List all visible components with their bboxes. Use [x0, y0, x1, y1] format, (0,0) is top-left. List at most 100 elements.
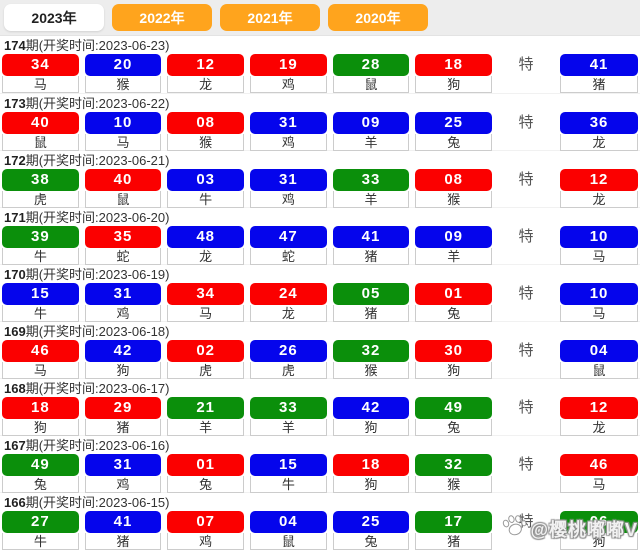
ball-zodiac: 牛: [2, 248, 79, 265]
ball-number: 01: [167, 454, 245, 476]
ball-cell: 34 马: [2, 54, 79, 93]
ball-number: 39: [2, 226, 79, 248]
ball-cell: 03 牛: [167, 169, 245, 208]
ball-zodiac: 狗: [84, 362, 162, 379]
ball-number: 32: [415, 454, 493, 476]
ball-number: 09: [415, 226, 493, 248]
draw-open-time: 期(开奖时间:2023-06-16): [25, 438, 170, 453]
ball-zodiac: 虎: [2, 191, 79, 208]
ball-cell: 33 羊: [332, 169, 410, 208]
ball-number: 40: [84, 169, 162, 191]
draw-header: 166期(开奖时间:2023-06-15): [0, 495, 640, 510]
draw-open-time: 期(开奖时间:2023-06-23): [25, 38, 170, 53]
tab-2022[interactable]: 2022年: [112, 4, 212, 31]
ball-zodiac: 龙: [560, 191, 639, 208]
ball-zodiac: 兔: [415, 305, 493, 322]
ball-cell: 20 猴: [84, 54, 162, 93]
ball-zodiac: 龙: [560, 419, 639, 436]
ball-number: 12: [560, 397, 639, 419]
ball-zodiac: 狗: [415, 362, 493, 379]
ball-zodiac: 牛: [167, 191, 245, 208]
ball-cell: 21 羊: [167, 397, 245, 436]
ball-number: 42: [332, 397, 410, 419]
ball-cell: 38 虎: [2, 169, 79, 208]
ball-cell: 35 蛇: [84, 226, 162, 265]
special-label: 特: [518, 399, 534, 416]
ball-zodiac: 鼠: [2, 134, 79, 151]
draw-block: 174期(开奖时间:2023-06-23) 34 马 20 猴 12 龙 19 鸡 28 鼠 18 狗特…: [0, 36, 640, 93]
draw-open-time: 期(开奖时间:2023-06-22): [25, 96, 170, 111]
ball-zodiac: 狗: [332, 476, 410, 493]
ball-number: 41: [560, 54, 639, 76]
ball-zodiac: 龙: [167, 76, 245, 93]
draw-block: 168期(开奖时间:2023-06-17) 18 狗 29 猪 21 羊 33 羊 42 狗 49 兔特…: [0, 378, 640, 436]
tab-2021[interactable]: 2021年: [220, 4, 320, 31]
special-ball-cell: 04 鼠: [560, 340, 639, 379]
ball-cell: 17 猪: [415, 511, 493, 550]
draw-header: 174期(开奖时间:2023-06-23): [0, 38, 640, 53]
ball-cell: 05 猪: [332, 283, 410, 322]
tab-2023[interactable]: 2023年: [4, 4, 104, 31]
ball-zodiac: 鸡: [84, 476, 162, 493]
ball-number: 03: [167, 169, 245, 191]
draw-header: 172期(开奖时间:2023-06-21): [0, 153, 640, 168]
ball-zodiac: 猪: [332, 305, 410, 322]
ball-number: 15: [250, 454, 327, 476]
ball-number: 25: [332, 511, 410, 533]
ball-zodiac: 鸡: [84, 305, 162, 322]
ball-zodiac: 羊: [332, 191, 410, 208]
tab-2020[interactable]: 2020年: [328, 4, 428, 31]
draw-period: 168: [4, 381, 26, 396]
ball-number: 17: [415, 511, 493, 533]
ball-cell: 28 鼠: [332, 54, 410, 93]
draw-period: 166: [4, 495, 26, 510]
ball-zodiac: 马: [84, 134, 162, 151]
ball-zodiac: 鼠: [332, 76, 410, 93]
draw-block: 169期(开奖时间:2023-06-18) 46 马 42 狗 02 虎 26 虎 32 猴 30 狗特…: [0, 321, 640, 379]
ball-zodiac: 羊: [415, 248, 493, 265]
special-ball-cell: 36 龙: [560, 112, 639, 151]
ball-cell: 30 狗: [415, 340, 493, 379]
ball-cell: 08 猴: [415, 169, 493, 208]
ball-number: 18: [332, 454, 410, 476]
ball-number: 27: [2, 511, 79, 533]
ball-zodiac: 兔: [415, 419, 493, 436]
ball-number: 47: [250, 226, 327, 248]
ball-cell: 49 兔: [415, 397, 493, 436]
special-label: 特: [518, 114, 534, 131]
ball-number: 05: [332, 283, 410, 305]
ball-zodiac: 猴: [415, 191, 493, 208]
ball-number: 46: [560, 454, 639, 476]
ball-zodiac: 鸡: [167, 533, 245, 550]
ball-number: 12: [167, 54, 245, 76]
ball-zodiac: 猪: [84, 533, 162, 550]
ball-number: 24: [250, 283, 327, 305]
ball-zodiac: 兔: [415, 134, 493, 151]
ball-number: 35: [84, 226, 162, 248]
ball-number: 42: [84, 340, 162, 362]
ball-number: 34: [167, 283, 245, 305]
ball-cell: 26 虎: [250, 340, 327, 379]
draw-block: 171期(开奖时间:2023-06-20) 39 牛 35 蛇 48 龙 47 蛇 41 猪 09 羊特…: [0, 207, 640, 265]
ball-cell: 08 猴: [167, 112, 245, 151]
special-ball-cell: 10 马: [560, 226, 639, 265]
ball-number: 06: [560, 511, 639, 533]
ball-zodiac: 猪: [560, 76, 639, 93]
ball-number: 01: [415, 283, 493, 305]
ball-number: 49: [415, 397, 493, 419]
special-label: 特: [518, 456, 534, 473]
ball-number: 33: [332, 169, 410, 191]
ball-number: 41: [84, 511, 162, 533]
ball-number: 08: [415, 169, 493, 191]
ball-zodiac: 狗: [332, 419, 410, 436]
ball-zodiac: 龙: [250, 305, 327, 322]
draw-open-time: 期(开奖时间:2023-06-17): [25, 381, 170, 396]
draw-header: 168期(开奖时间:2023-06-17): [0, 381, 640, 396]
ball-zodiac: 马: [560, 248, 639, 265]
ball-cell: 40 鼠: [84, 169, 162, 208]
draw-open-time: 期(开奖时间:2023-06-21): [25, 153, 170, 168]
ball-cell: 29 猪: [84, 397, 162, 436]
ball-number: 07: [167, 511, 245, 533]
ball-number: 02: [167, 340, 245, 362]
ball-zodiac: 兔: [167, 476, 245, 493]
